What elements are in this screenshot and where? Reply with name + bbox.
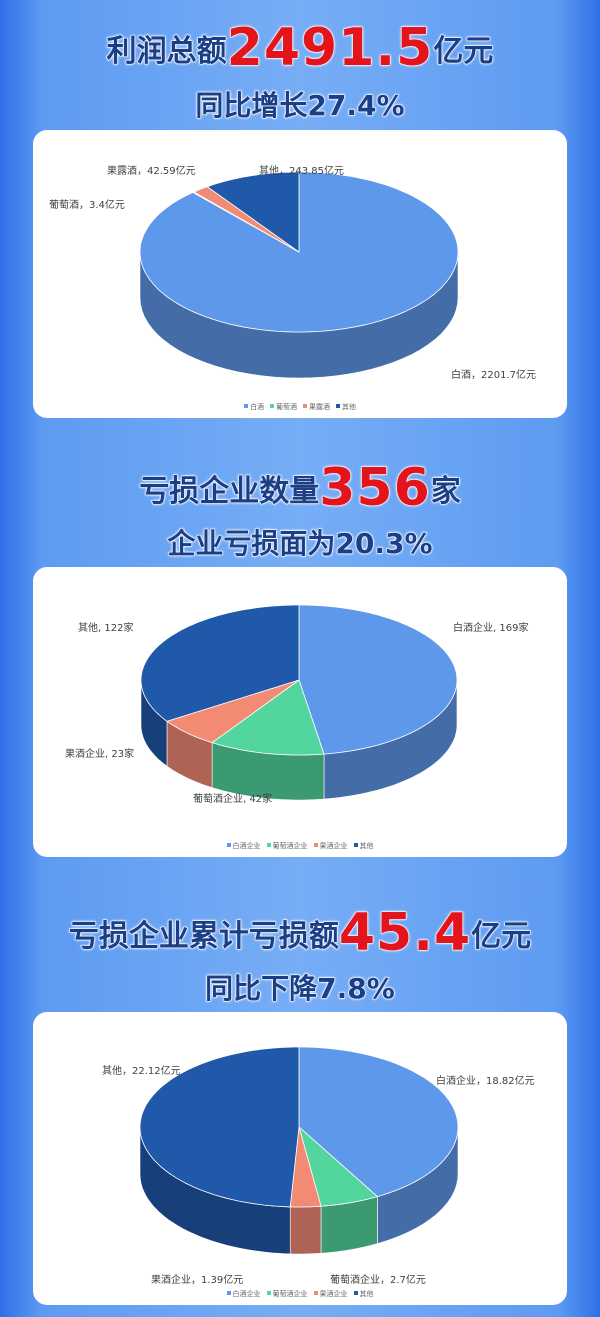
legend-swatch	[266, 1291, 271, 1295]
legend-item: 其他	[353, 1290, 374, 1298]
title-unit: 家	[430, 474, 461, 510]
pie-slice-2	[298, 1125, 379, 1207]
pie-slice-1	[298, 1046, 459, 1198]
data-label: 果酒企业, 23家	[65, 749, 135, 760]
chart-card-3: 白酒企业，18.82亿元葡萄酒企业，2.7亿元 果酒企业，1.39亿元 其他，22.…	[33, 1012, 567, 1305]
chart-legend: 白酒企业 葡萄酒企业 果酒企业 其他	[33, 841, 567, 851]
legend-item: 果酒企业	[313, 842, 348, 850]
pie-chart	[139, 171, 459, 379]
chart-card-1: 白酒，2201.7亿元 葡萄酒，3.4亿元 果露酒，42.59亿元 其他，243.85…	[33, 130, 567, 418]
title-text: 亏损企业累计亏损额	[68, 919, 339, 955]
section-2-subtitle: 企业亏损面为20.3%	[167, 527, 433, 561]
data-label: 葡萄酒企业，2.7亿元	[330, 1275, 426, 1286]
data-label: 白酒，2201.7亿元	[451, 370, 536, 381]
title-unit: 亿元	[433, 34, 494, 70]
legend-swatch	[336, 404, 340, 408]
title-text: 亏损企业数量	[139, 474, 320, 510]
chart-legend: 白酒企业 葡萄酒企业 果酒企业 其他	[33, 1289, 567, 1299]
legend-item: 果露酒	[303, 403, 330, 411]
section-3-title: 亏损企业累计亏损额45.4亿元	[0, 903, 600, 964]
data-label: 果酒企业，1.39亿元	[151, 1275, 244, 1286]
chart-legend: 白酒 葡萄酒 果露酒 其他	[33, 402, 567, 412]
pie-slice-3	[289, 1126, 322, 1208]
pie-chart	[139, 1046, 459, 1255]
data-label: 果露酒，42.59亿元	[107, 166, 196, 177]
pie-slice-4	[139, 1046, 300, 1208]
pie-chart	[140, 604, 458, 801]
legend-item: 葡萄酒	[270, 403, 297, 411]
section-3-subtitle: 同比下降7.8%	[205, 972, 396, 1006]
section-1-subtitle: 同比增长27.4%	[195, 89, 405, 123]
data-label: 白酒企业, 169家	[453, 623, 529, 634]
pie-slice-side-3	[289, 1205, 322, 1255]
pie-slice-3	[166, 679, 300, 744]
data-label: 其他，243.85亿元	[259, 166, 344, 177]
title-text: 利润总额	[106, 34, 227, 70]
legend-swatch	[313, 1291, 318, 1295]
pie-slice-4	[140, 604, 300, 722]
pie-slice-4	[206, 171, 300, 253]
data-label: 葡萄酒企业, 42家	[193, 794, 273, 805]
legend-item: 其他	[336, 403, 356, 411]
section-1-title: 利润总额2491.5亿元	[0, 18, 600, 79]
title-number: 2491.5	[226, 18, 434, 79]
legend-item: 果酒企业	[313, 1290, 348, 1298]
legend-item: 葡萄酒企业	[266, 1290, 308, 1298]
legend-swatch	[313, 843, 318, 847]
legend-item: 葡萄酒企业	[266, 842, 308, 850]
legend-swatch	[353, 1291, 358, 1295]
legend-swatch	[266, 843, 271, 847]
legend-item: 其他	[353, 842, 374, 850]
data-label: 白酒企业，18.82亿元	[436, 1076, 535, 1087]
title-number: 45.4	[338, 903, 472, 964]
legend-swatch	[353, 843, 358, 847]
pie-slice-2	[211, 679, 325, 756]
legend-swatch	[226, 843, 231, 847]
data-label: 葡萄酒，3.4亿元	[49, 200, 125, 211]
legend-swatch	[244, 404, 248, 408]
data-label: 其他, 122家	[78, 623, 134, 634]
title-number: 356	[319, 458, 431, 519]
legend-swatch	[226, 1291, 231, 1295]
legend-item: 白酒企业	[226, 1290, 261, 1298]
legend-swatch	[303, 404, 307, 408]
chart-card-2: 白酒企业, 169家葡萄酒企业, 42家 果酒企业, 23家 其他, 122家白酒企…	[33, 567, 567, 857]
legend-item: 白酒企业	[226, 842, 261, 850]
legend-swatch	[270, 404, 274, 408]
legend-item: 白酒	[244, 403, 264, 411]
data-label: 其他，22.12亿元	[102, 1066, 181, 1077]
section-2-title: 亏损企业数量356家	[0, 458, 600, 519]
pie-slice-1	[298, 604, 458, 755]
title-unit: 亿元	[471, 919, 532, 955]
